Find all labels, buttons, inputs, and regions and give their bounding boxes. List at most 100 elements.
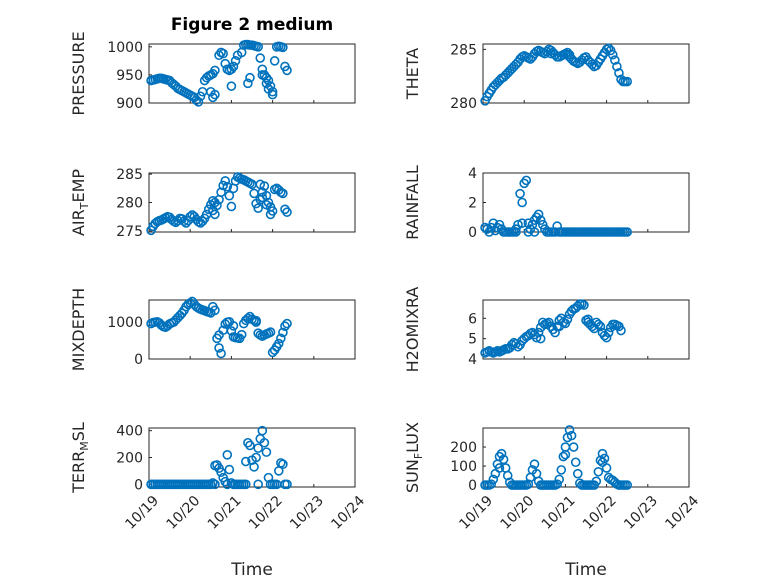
data-point: [566, 430, 577, 441]
data-point: [218, 48, 228, 59]
data-point: [251, 317, 261, 327]
data-point: [226, 326, 237, 336]
data-point: [280, 321, 290, 331]
y-tick-label: 5: [468, 332, 477, 348]
data-point: [216, 467, 226, 478]
y-axis-label: H2OMIXRA: [403, 287, 422, 373]
data-point: [591, 476, 602, 487]
data-point: [535, 215, 546, 225]
data-point: [564, 425, 575, 435]
subplot-4: 0 2 4 RAINFALL: [403, 165, 690, 241]
data-point: [208, 478, 218, 488]
data-point: [210, 89, 220, 100]
data-point: [562, 47, 573, 58]
data-point: [558, 451, 569, 462]
data-point: [554, 321, 565, 332]
data-point: [253, 479, 263, 490]
data-point: [616, 325, 626, 336]
y-axis-label: THETA: [403, 48, 422, 100]
data-point: [282, 65, 292, 76]
data-point: [243, 78, 253, 89]
data-point: [593, 466, 604, 477]
x-axis-label: Time: [564, 560, 607, 580]
y-axis-label: AIRTEMP: [69, 169, 91, 236]
data-point: [243, 437, 253, 448]
axes-frame: [482, 299, 690, 360]
y-tick-label: 4: [468, 166, 477, 182]
data-point: [521, 175, 532, 186]
data-point: [622, 227, 633, 237]
data-point: [253, 443, 263, 453]
y-tick-label: 280: [450, 96, 477, 112]
data-point: [214, 330, 224, 340]
y-tick-label: 0: [468, 478, 477, 494]
y-tick-label: 280: [116, 196, 143, 212]
data-point: [579, 300, 589, 310]
data-point: [265, 209, 276, 220]
data-point: [484, 227, 494, 237]
y-tick-label: 200: [450, 440, 477, 456]
data-point: [282, 479, 292, 490]
data-point: [193, 97, 204, 107]
data-point: [210, 305, 220, 316]
data-point: [282, 207, 292, 217]
data-point: [210, 65, 220, 76]
data-point: [245, 440, 255, 451]
data-point: [222, 479, 233, 490]
y-tick-label: 6: [468, 311, 477, 327]
y-axis-label: SUNFLUX: [403, 422, 425, 493]
data-point: [587, 59, 597, 70]
data-point: [278, 459, 288, 470]
y-tick-label: 200: [116, 451, 143, 467]
data-point: [278, 327, 288, 338]
data-point: [253, 203, 263, 213]
data-point: [269, 56, 280, 66]
data-point: [513, 219, 523, 230]
data-point: [210, 479, 220, 490]
data-point: [253, 42, 263, 52]
data-point: [564, 49, 575, 60]
data-point: [529, 459, 540, 469]
data-point: [622, 76, 633, 87]
data-point: [261, 199, 272, 210]
data-point: [496, 448, 507, 459]
subplot-2: 280 285 THETA: [403, 42, 690, 112]
chart-title: Figure 2 medium: [171, 15, 333, 35]
data-point: [259, 437, 270, 448]
data-point: [226, 201, 237, 212]
data-point: [537, 317, 548, 328]
data-point: [570, 457, 581, 468]
data-point: [257, 425, 268, 436]
y-tick-label: 1000: [107, 315, 143, 331]
data-point: [601, 332, 612, 343]
y-tick-label: 0: [134, 352, 143, 368]
data-point: [511, 224, 521, 234]
data-point: [226, 81, 237, 91]
data-point: [261, 447, 272, 457]
data-point: [257, 70, 268, 80]
data-point: [568, 442, 579, 452]
data-point: [265, 327, 276, 337]
data-point: [261, 78, 272, 89]
data-point: [498, 454, 509, 465]
data-point: [276, 333, 286, 344]
y-tick-label: 0: [468, 225, 477, 241]
data-point: [556, 465, 567, 475]
subplot-3: 275 280 285 AIRTEMP: [69, 167, 356, 240]
data-point: [278, 42, 288, 53]
y-tick-label: 285: [450, 42, 477, 58]
data-point: [220, 58, 231, 69]
y-axis-label: PRESSURE: [69, 31, 88, 115]
data-point: [572, 468, 583, 479]
data-point: [249, 462, 259, 472]
subplot-5: 0 1000 MIXDEPTH: [69, 288, 356, 371]
data-point: [228, 61, 239, 72]
data-point: [220, 476, 231, 487]
y-axis-label: MIXDEPTH: [69, 288, 88, 371]
data-point: [224, 464, 235, 475]
data-point: [607, 49, 618, 60]
data-point: [523, 479, 534, 489]
data-point: [494, 463, 505, 473]
y-tick-label: 400: [116, 424, 143, 440]
data-point: [257, 64, 268, 75]
